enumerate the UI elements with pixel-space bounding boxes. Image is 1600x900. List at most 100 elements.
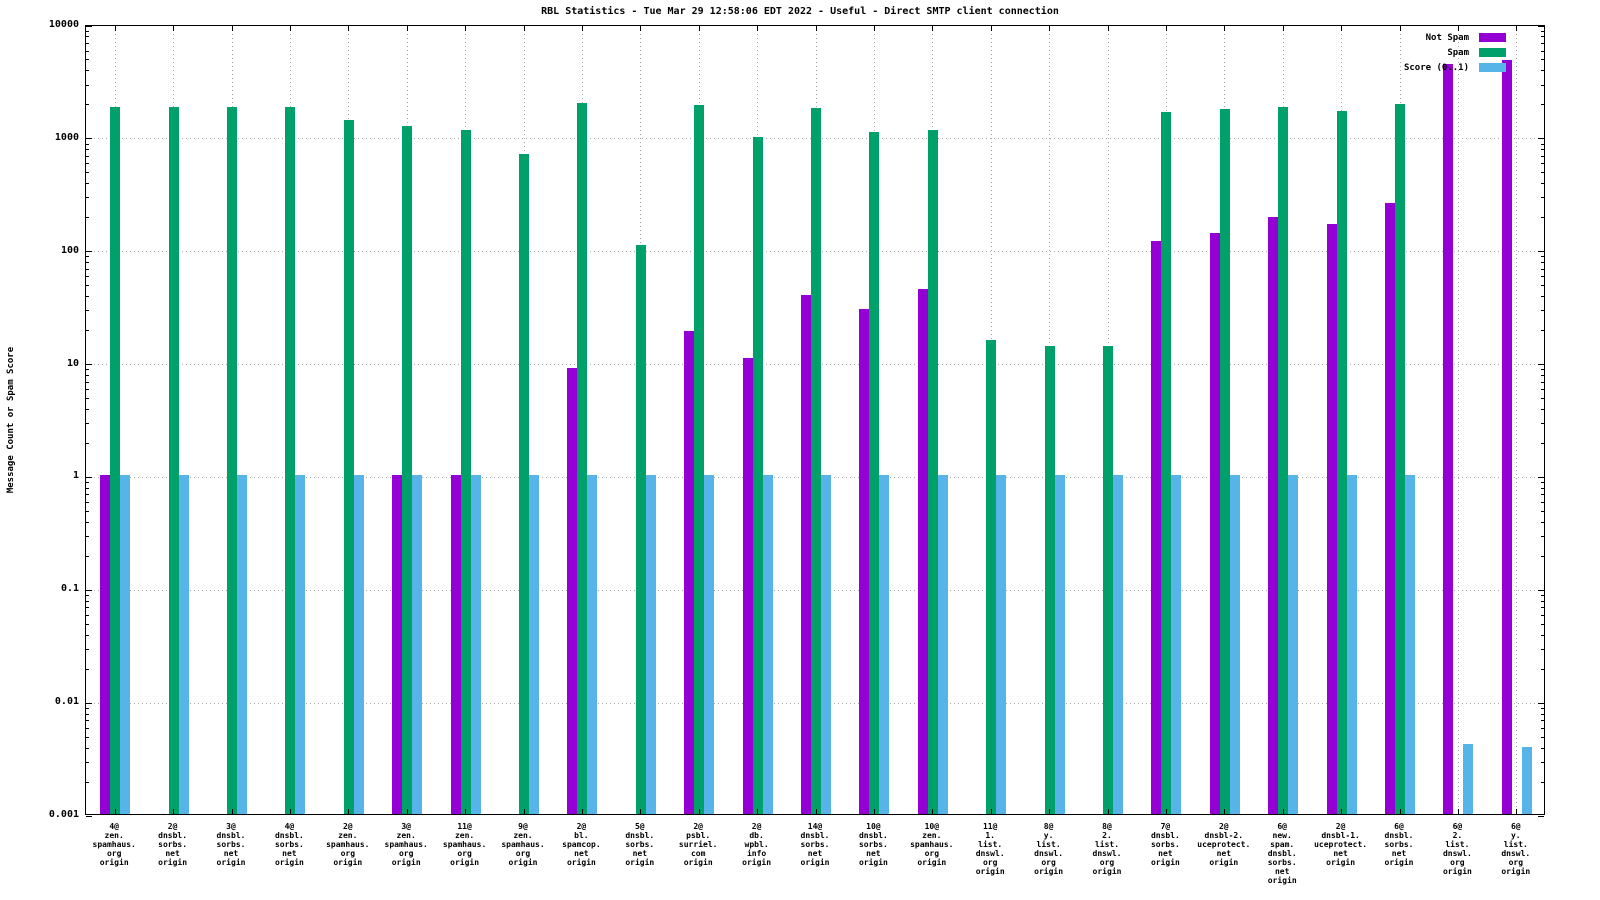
y-tick-minor-left — [86, 494, 89, 496]
x-axis-category-label: 2@ db. wpbl. info origin — [742, 822, 772, 867]
bar-score-0-1 — [762, 475, 773, 814]
bar-not-spam — [859, 308, 870, 814]
x-axis-category-label: 11@ 1. list. dnswl. org origin — [975, 822, 1005, 876]
y-tick-minor-right — [1541, 172, 1544, 174]
y-tick-minor-right — [1541, 736, 1544, 738]
bar-spam — [460, 130, 471, 814]
y-tick-major-left — [86, 25, 92, 27]
y-tick-minor-right — [1541, 268, 1544, 270]
x-tick-top — [465, 26, 467, 31]
y-tick-minor-right — [1541, 84, 1544, 86]
y-tick-minor-right — [1541, 276, 1544, 278]
y-tick-minor-right — [1541, 217, 1544, 219]
bar-score-0-1 — [821, 475, 831, 814]
x-axis-category-label: 2@ bl. spamcop. net origin — [562, 822, 601, 867]
x-axis-category-label: 4@ zen. spamhaus. org origin — [92, 822, 136, 867]
bar-spam — [577, 102, 588, 814]
y-tick-minor-left — [86, 555, 89, 557]
x-tick-top — [1107, 26, 1109, 31]
y-tick-minor-left — [86, 104, 89, 106]
bar-spam — [519, 154, 529, 814]
y-tick-minor-left — [86, 256, 89, 258]
y-tick-minor-left — [86, 521, 89, 523]
y-tick-minor-left — [86, 713, 89, 715]
x-tick-bottom — [231, 809, 233, 814]
x-tick-top — [1224, 26, 1226, 31]
y-tick-minor-right — [1541, 614, 1544, 616]
bar-spam — [1278, 106, 1289, 814]
y-tick-minor-right — [1541, 501, 1544, 503]
y-tick-minor-right — [1541, 256, 1544, 258]
y-tick-minor-right — [1541, 149, 1544, 151]
x-tick-bottom — [1341, 809, 1343, 814]
y-tick-minor-right — [1541, 296, 1544, 298]
legend: Not Spam Spam Score (0..1) — [1404, 30, 1506, 75]
y-tick-minor-left — [86, 163, 89, 165]
y-tick-minor-left — [86, 143, 89, 145]
y-tick-minor-right — [1541, 285, 1544, 287]
y-tick-major-right — [1538, 25, 1544, 27]
x-axis-category-label: 2@ dnsbl. sorbs. net origin — [158, 822, 188, 867]
x-tick-bottom — [1224, 809, 1226, 814]
y-tick-major-left — [86, 476, 92, 478]
x-axis-category-label: 14@ dnsbl. sorbs. net origin — [800, 822, 830, 867]
x-tick-bottom — [406, 809, 408, 814]
x-tick-bottom — [990, 809, 992, 814]
y-tick-minor-right — [1541, 713, 1544, 715]
x-axis-category-label: 8@ 2. list. dnswl. org origin — [1092, 822, 1122, 876]
bar-not-spam — [567, 367, 578, 814]
x-tick-top — [231, 26, 233, 31]
y-tick-minor-right — [1541, 59, 1544, 61]
bar-not-spam — [801, 294, 811, 814]
bar-score-0-1 — [529, 475, 539, 814]
y-tick-minor-right — [1541, 668, 1544, 670]
x-axis-category-label: 4@ dnsbl. sorbs. net origin — [274, 822, 304, 867]
bar-spam — [110, 106, 121, 814]
x-tick-top — [1165, 26, 1167, 31]
x-tick-bottom — [1516, 809, 1518, 814]
y-tick-minor-left — [86, 501, 89, 503]
bar-score-0-1 — [1054, 475, 1065, 814]
x-tick-top — [173, 26, 175, 31]
y-tick-major-right — [1538, 476, 1544, 478]
grid-line-vertical — [1457, 26, 1459, 814]
bar-spam — [811, 108, 821, 814]
y-tick-major-left — [86, 251, 92, 253]
x-tick-bottom — [640, 809, 642, 814]
plot-area: Not Spam Spam Score (0..1) — [85, 25, 1545, 817]
y-tick-minor-left — [86, 623, 89, 625]
legend-item: Score (0..1) — [1404, 60, 1506, 75]
x-axis-category-label: 10@ dnsbl. sorbs. net origin — [858, 822, 888, 867]
y-tick-minor-left — [86, 375, 89, 376]
x-tick-bottom — [173, 809, 175, 814]
bar-not-spam — [917, 288, 928, 814]
y-tick-minor-left — [86, 761, 89, 763]
bar-score-0-1 — [1229, 475, 1240, 814]
y-tick-major-right — [1538, 251, 1544, 253]
x-tick-bottom — [873, 809, 875, 814]
y-tick-minor-right — [1541, 310, 1544, 312]
y-axis-tick-label: 0.001 — [48, 809, 79, 820]
y-tick-minor-left — [86, 442, 89, 444]
y-tick-minor-right — [1541, 648, 1544, 650]
bar-spam — [927, 130, 938, 814]
bar-score-0-1 — [353, 475, 364, 814]
y-tick-major-left — [86, 138, 92, 140]
bar-spam — [635, 245, 646, 814]
x-axis-category-label: 6@ new. spam. dnsbl. sorbs. net origin — [1267, 822, 1297, 885]
y-tick-minor-right — [1541, 720, 1544, 722]
y-tick-minor-left — [86, 149, 89, 151]
y-tick-minor-right — [1541, 197, 1544, 199]
x-tick-bottom — [1165, 809, 1167, 814]
y-tick-minor-right — [1541, 482, 1544, 484]
y-tick-minor-left — [86, 720, 89, 722]
bar-score-0-1 — [120, 475, 131, 814]
y-tick-minor-left — [86, 296, 89, 298]
bar-score-0-1 — [1463, 743, 1474, 814]
bar-spam — [869, 132, 880, 814]
y-tick-minor-left — [86, 600, 89, 602]
y-tick-minor-right — [1541, 442, 1544, 444]
y-tick-minor-right — [1541, 42, 1544, 44]
bar-score-0-1 — [704, 475, 715, 814]
y-tick-minor-left — [86, 197, 89, 199]
